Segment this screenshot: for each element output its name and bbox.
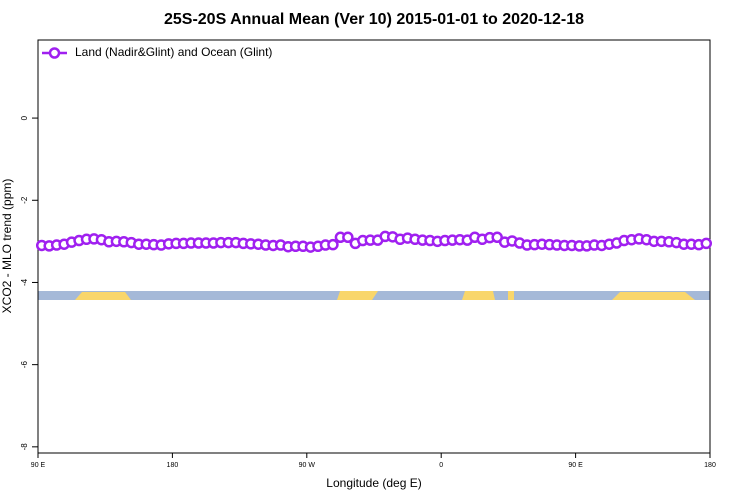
land <box>508 291 514 300</box>
x-tick-label: 90 E <box>568 462 583 469</box>
x-tick-label: 0 <box>439 462 443 469</box>
y-tick-label: -4 <box>20 278 29 286</box>
y-tick-label: -2 <box>20 196 29 204</box>
point <box>491 231 503 244</box>
land <box>337 291 378 300</box>
y-tick-label: -6 <box>20 361 29 369</box>
x-tick-label: 180 <box>704 462 716 469</box>
x-axis-label: Longitude (deg E) <box>326 476 421 490</box>
x-tick-label: 90 W <box>299 462 316 469</box>
y-tick-label: 0 <box>20 115 29 120</box>
y-axis-label: XCO2 - MLO trend (ppm) <box>0 179 14 314</box>
point <box>342 231 354 244</box>
land-ocean-strip <box>38 291 710 300</box>
x-tick-label: 90 E <box>31 462 46 469</box>
point <box>327 238 339 251</box>
land <box>612 292 695 300</box>
legend-label: Land (Nadir&Glint) and Ocean (Glint) <box>75 45 272 59</box>
legend-marker <box>48 47 61 59</box>
chart-title: 25S-20S Annual Mean (Ver 10) 2015-01-01 … <box>164 11 584 28</box>
land <box>462 291 495 300</box>
y-tick-label: -8 <box>20 443 29 451</box>
land <box>75 292 131 300</box>
point <box>700 237 713 250</box>
x-tick-label: 180 <box>167 462 179 469</box>
